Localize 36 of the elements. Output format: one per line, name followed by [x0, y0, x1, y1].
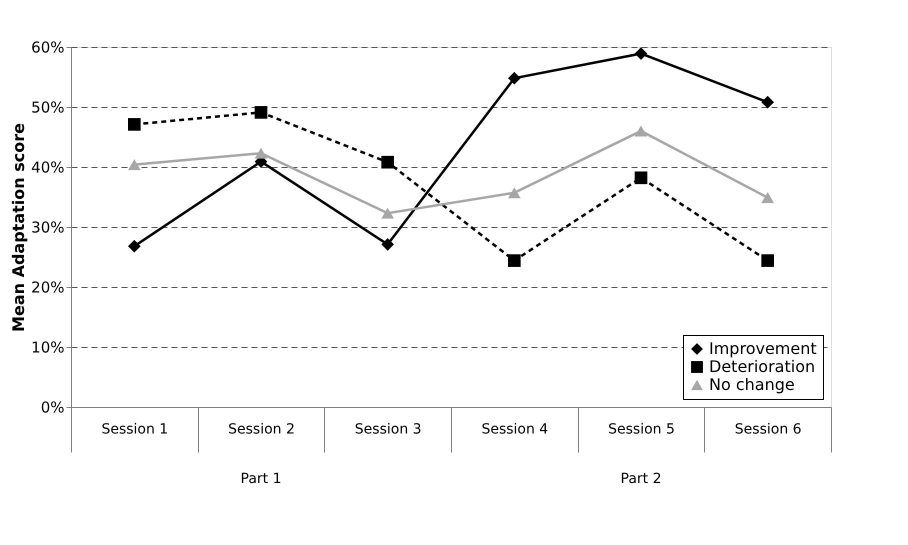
y-tick-label: 0%	[40, 398, 64, 416]
point	[381, 156, 394, 169]
point	[634, 171, 648, 184]
legend-label: Deterioration	[709, 357, 816, 376]
y-axis-title: Mean Adaptation score	[9, 122, 28, 332]
point	[508, 72, 521, 85]
x-tick-label: Session 4	[481, 422, 548, 438]
x-tick-label: Session 6	[734, 422, 802, 438]
legend-label: Improvement	[709, 339, 817, 358]
point	[128, 159, 141, 170]
text: Part 1	[240, 471, 282, 487]
y-tick-label: 50%	[31, 98, 64, 116]
point	[128, 118, 141, 131]
point	[634, 126, 648, 136]
x-tick-label: Session 1	[101, 422, 168, 438]
point	[634, 47, 648, 60]
x-tick-label: Session 2	[228, 422, 295, 438]
point	[381, 238, 394, 251]
point	[254, 106, 268, 119]
point	[128, 240, 141, 253]
point	[761, 96, 774, 109]
x-tick-label: Session 3	[354, 422, 422, 438]
point	[761, 192, 774, 204]
point	[508, 187, 521, 198]
y-tick-label: 40%	[31, 158, 64, 176]
point	[254, 148, 268, 159]
text: Part 2	[620, 471, 662, 487]
point	[508, 254, 521, 267]
y-tick-label: 60%	[31, 38, 64, 56]
y-tick-label: 30%	[31, 218, 64, 236]
y-tick-label: 10%	[31, 338, 64, 356]
y-tick-label: 20%	[31, 278, 64, 296]
point	[381, 208, 394, 219]
point	[761, 254, 774, 267]
legend-label: No change	[709, 375, 795, 394]
x-tick-label: Session 5	[608, 422, 675, 438]
